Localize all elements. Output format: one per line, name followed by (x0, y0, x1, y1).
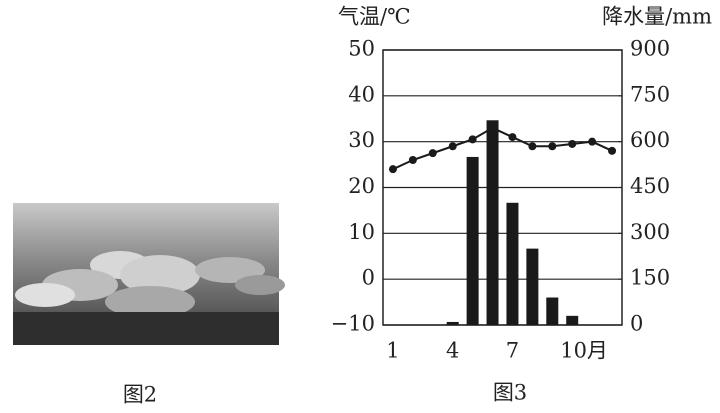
y2-tick-label: 150 (630, 266, 670, 290)
temperature-point (568, 139, 577, 148)
y2-tick-label: 300 (630, 220, 670, 244)
y2-tick-label: 600 (630, 128, 670, 152)
y-tick-label: 10 (348, 220, 375, 244)
temperature-point (588, 137, 597, 146)
bar (566, 315, 579, 325)
photo (13, 203, 285, 345)
x-tick-label: 4 (446, 339, 459, 363)
bar (546, 297, 559, 325)
y2-tick-label: 750 (630, 82, 670, 106)
temperature-point (548, 142, 557, 151)
x-tick-label: 10月 (560, 339, 608, 363)
y-axis-title: 气温/℃ (338, 5, 411, 29)
y2-tick-label: 450 (630, 174, 670, 198)
y-tick-label: 30 (348, 128, 375, 152)
bar (446, 321, 459, 325)
temperature-point (408, 156, 417, 164)
temperature-point (468, 135, 477, 144)
y-tick-label: 0 (362, 266, 375, 290)
bar (526, 248, 539, 325)
temperature-point (388, 165, 397, 174)
bar (506, 202, 519, 325)
temperature-line (392, 126, 613, 171)
bar (466, 156, 479, 325)
temperature-point (608, 146, 617, 155)
y2-tick-label: 900 (630, 37, 670, 61)
temperature-point (528, 142, 537, 151)
x-tick-label: 7 (506, 339, 519, 363)
y2-tick-label: 0 (630, 312, 643, 336)
y-tick-label: 50 (348, 37, 375, 61)
x-tick-label: 1 (386, 339, 399, 363)
y-tick-label: −10 (331, 312, 375, 336)
y-tick-label: 20 (348, 174, 375, 198)
temperature-point (448, 142, 457, 151)
bar (486, 120, 499, 326)
caption: 图2 (123, 383, 157, 407)
caption: 图3 (493, 381, 527, 405)
temperature-point (428, 149, 437, 158)
temperature-point (488, 123, 497, 132)
temperature-point (508, 133, 517, 142)
y2-axis-title: 降水量/mm (602, 5, 712, 29)
y-tick-label: 40 (348, 82, 375, 106)
